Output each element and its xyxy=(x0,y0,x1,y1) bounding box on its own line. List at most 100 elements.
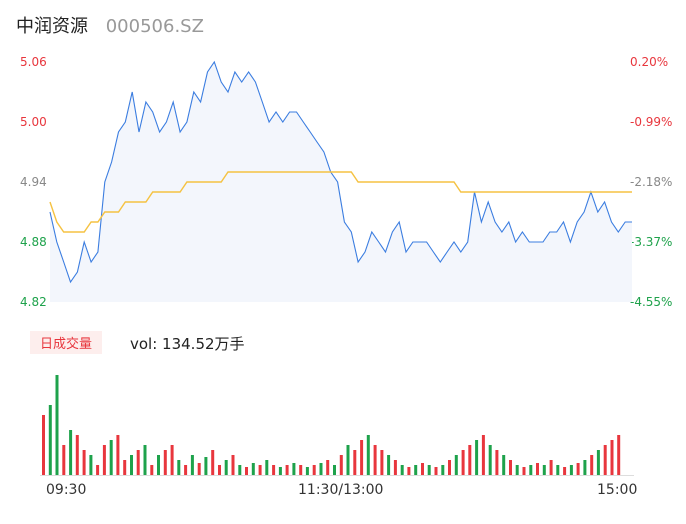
volume-bar xyxy=(157,455,160,475)
volume-bar xyxy=(475,440,479,475)
volume-bar xyxy=(82,450,86,475)
volume-bar xyxy=(42,415,45,475)
x-label-1: 11:30/13:00 xyxy=(298,482,384,498)
volume-bar xyxy=(603,445,607,475)
volume-bar xyxy=(454,455,458,475)
volume-bar xyxy=(373,445,377,475)
volume-bar xyxy=(617,435,621,475)
volume-bar xyxy=(488,445,492,475)
volume-bar xyxy=(468,445,472,475)
volume-bar xyxy=(319,463,323,475)
volume-bar xyxy=(387,455,391,475)
volume-bar xyxy=(610,440,614,475)
volume-bar xyxy=(339,455,343,475)
y-label-price-2: 4.94 xyxy=(20,175,47,189)
price-area-fill xyxy=(50,62,632,302)
volume-bar xyxy=(448,460,451,475)
volume-bar xyxy=(502,455,506,475)
volume-badge: 日成交量 xyxy=(30,331,103,354)
volume-bar xyxy=(265,460,269,475)
y-label-pct-0: 0.20% xyxy=(630,55,669,69)
y-label-price-4: 4.82 xyxy=(20,295,47,309)
volume-bar xyxy=(272,465,276,475)
volume-bar xyxy=(509,460,512,475)
y-label-pct-1: -0.99% xyxy=(630,115,673,129)
volume-bar xyxy=(400,465,404,475)
volume-bar xyxy=(116,435,120,475)
volume-bar xyxy=(380,450,384,475)
volume-bar xyxy=(251,463,255,475)
volume-bar xyxy=(69,430,73,475)
volume-bar xyxy=(48,405,52,475)
y-label-pct-3: -3.37% xyxy=(630,235,673,249)
volume-bar xyxy=(231,455,235,475)
volume-bar xyxy=(346,445,350,475)
y-label-price-3: 4.88 xyxy=(20,235,47,249)
volume-bar xyxy=(102,445,106,475)
x-label-0: 09:30 xyxy=(46,482,87,498)
volume-bar xyxy=(353,450,357,475)
volume-bar xyxy=(96,465,100,475)
volume-bar xyxy=(299,465,303,475)
volume-bar xyxy=(292,463,296,475)
volume-bar xyxy=(89,455,93,475)
volume-bar xyxy=(285,465,289,475)
volume-bar xyxy=(427,465,431,475)
volume-bar xyxy=(75,435,79,475)
volume-bar xyxy=(333,465,336,475)
volume-bar xyxy=(109,440,113,475)
volume-bar xyxy=(536,463,539,475)
volume-bar xyxy=(123,460,127,475)
volume-bar xyxy=(481,435,485,475)
volume-bar xyxy=(421,463,424,475)
volume-bar xyxy=(245,467,248,475)
volume-bar xyxy=(177,460,181,475)
volume-bar xyxy=(55,375,59,475)
volume-bar xyxy=(583,460,587,475)
volume-bar xyxy=(542,465,546,475)
volume-bar xyxy=(366,435,370,475)
volume-bar xyxy=(150,465,154,475)
volume-bar xyxy=(407,467,411,475)
volume-bar xyxy=(190,455,194,475)
volume-bar xyxy=(515,465,519,475)
volume-bar xyxy=(211,450,215,475)
volume-bar xyxy=(556,465,560,475)
volume-bar xyxy=(393,460,397,475)
y-label-pct-4: -4.55% xyxy=(630,295,673,309)
y-label-pct-2: -2.18% xyxy=(630,175,673,189)
volume-bar xyxy=(434,467,438,475)
volume-bar xyxy=(529,465,533,475)
volume-bar xyxy=(441,465,445,475)
volume-bar xyxy=(224,460,228,475)
volume-bar xyxy=(170,445,174,475)
volume-bar xyxy=(130,455,133,475)
volume-bar xyxy=(62,445,66,475)
volume-bar xyxy=(596,450,600,475)
stock-code: 000506.SZ xyxy=(105,16,204,37)
volume-bar xyxy=(360,440,364,475)
volume-bar xyxy=(576,463,580,475)
price-line xyxy=(49,60,632,284)
volume-bar xyxy=(184,465,188,475)
volume-label: vol: 134.52万手 xyxy=(130,335,245,353)
volume-bar xyxy=(163,450,167,475)
volume-bar xyxy=(218,465,221,475)
avg-price-line xyxy=(49,171,632,233)
volume-bar xyxy=(461,450,465,475)
volume-bar xyxy=(238,465,242,475)
volume-bar xyxy=(563,467,567,475)
volume-bar xyxy=(197,463,201,475)
page-title: 中润资源 000506.SZ xyxy=(16,12,204,38)
volume-bar xyxy=(590,455,594,475)
volume-bar xyxy=(569,465,573,475)
volume-bar xyxy=(258,465,262,475)
volume-bar xyxy=(136,450,140,475)
volume-bar xyxy=(495,450,499,475)
volume-bar xyxy=(305,467,309,475)
volume-bar xyxy=(326,460,330,475)
volume-bar xyxy=(549,460,553,475)
volume-bar xyxy=(278,467,282,475)
y-label-price-1: 5.00 xyxy=(20,115,47,129)
